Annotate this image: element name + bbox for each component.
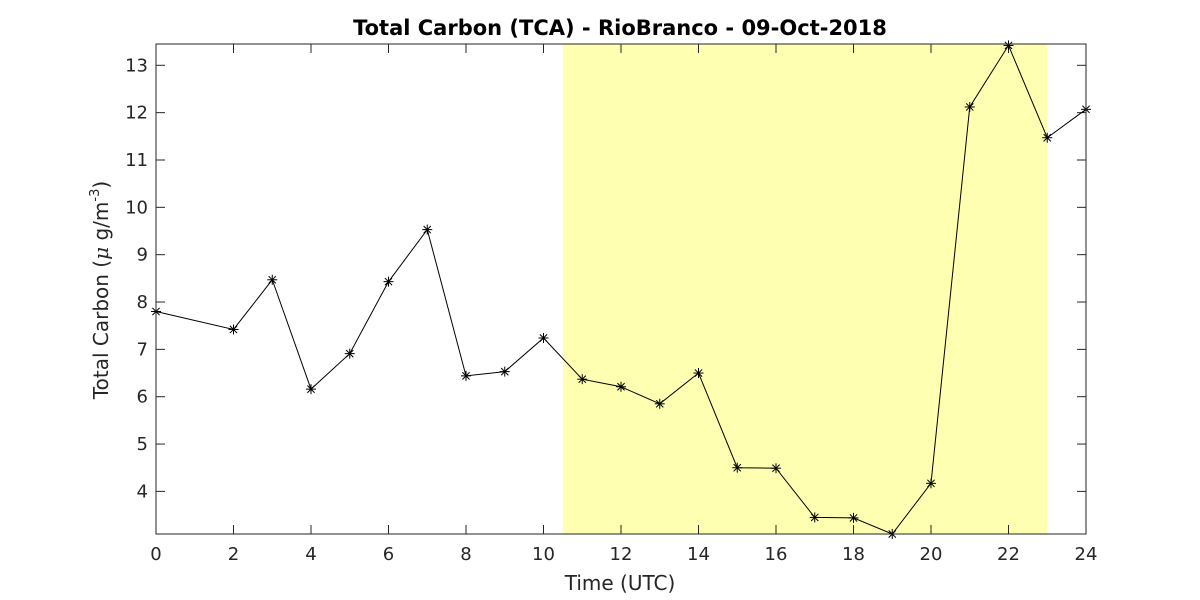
data-point <box>1042 132 1053 143</box>
x-tick-label: 16 <box>765 544 788 565</box>
marker-stroke <box>384 277 393 286</box>
data-point <box>964 101 975 112</box>
y-axis-label-superscript: -3 <box>88 189 103 202</box>
x-axis-label: Time (UTC) <box>564 571 676 595</box>
y-tick-label: 5 <box>137 434 148 455</box>
x-tick-label: 18 <box>842 544 865 565</box>
y-tick-label: 4 <box>137 481 148 502</box>
data-point <box>422 224 433 235</box>
y-axis-label: Total Carbon (μ g/m-3) <box>88 181 113 400</box>
data-point <box>383 276 394 287</box>
x-tick-label: 20 <box>920 544 943 565</box>
data-point <box>344 348 355 359</box>
data-point <box>693 368 704 379</box>
y-tick-label: 11 <box>125 150 148 171</box>
data-point <box>771 463 781 474</box>
x-tick-label: 8 <box>460 544 471 565</box>
data-point <box>616 381 626 392</box>
series-line <box>155 44 1087 535</box>
data-point <box>809 512 820 523</box>
marker-stroke <box>500 367 509 376</box>
marker-stroke <box>733 463 742 472</box>
data-point <box>306 384 316 395</box>
data-point <box>1003 40 1014 51</box>
y-axis-label-prefix: Total Carbon ( <box>89 260 113 400</box>
y-tick-label: 12 <box>125 103 148 124</box>
data-point <box>732 462 743 473</box>
marker-stroke <box>345 349 354 358</box>
marker-stroke <box>1004 41 1013 50</box>
marker-stroke <box>694 369 703 377</box>
y-tick-label: 9 <box>137 245 148 266</box>
marker-stroke <box>810 513 819 522</box>
marker-stroke <box>849 513 858 522</box>
marker-stroke <box>423 225 432 234</box>
data-point <box>461 370 471 381</box>
marker-stroke <box>927 479 935 488</box>
axis-ticks <box>155 44 1087 534</box>
x-tick-label: 10 <box>532 544 555 565</box>
x-tick-label: 24 <box>1075 544 1098 565</box>
y-tick-label: 10 <box>125 197 148 218</box>
data-point <box>848 512 859 523</box>
x-tick-label: 12 <box>610 544 633 565</box>
marker-stroke <box>462 371 470 380</box>
y-axis-label-suffix: ) <box>89 181 113 189</box>
chart-title: Total Carbon (TCA) - RioBranco - 09-Oct-… <box>353 16 887 40</box>
data-point <box>926 478 936 489</box>
y-tick-label: 6 <box>137 387 148 408</box>
x-tick-label: 22 <box>997 544 1020 565</box>
marker-stroke <box>268 275 277 284</box>
x-tick-label: 6 <box>383 544 394 565</box>
marker-stroke <box>772 464 780 473</box>
y-tick-label: 8 <box>137 292 148 313</box>
y-axis-label-greek: μ <box>89 247 113 260</box>
x-tick-label: 4 <box>305 544 316 565</box>
x-tick-label: 2 <box>228 544 239 565</box>
marker-stroke <box>655 399 664 408</box>
marker-stroke <box>578 375 587 384</box>
marker-stroke <box>307 385 315 394</box>
x-tick-label: 0 <box>150 544 161 565</box>
data-point <box>654 398 665 409</box>
marker-stroke <box>617 382 625 391</box>
y-axis-label-unit: g/m <box>89 202 113 247</box>
x-tick-label: 14 <box>687 544 710 565</box>
y-tick-label: 7 <box>137 339 148 360</box>
data-point <box>228 324 239 335</box>
marker-stroke <box>229 325 238 334</box>
highlight-region <box>562 44 1048 534</box>
marker-stroke <box>1043 133 1052 142</box>
data-point <box>499 366 510 377</box>
plot-frame <box>155 43 1087 535</box>
y-tick-label: 13 <box>125 55 148 76</box>
data-point <box>577 374 588 385</box>
marker-stroke <box>965 103 974 111</box>
marker-stroke <box>539 334 548 342</box>
data-point <box>538 333 549 343</box>
data-point <box>267 274 278 285</box>
